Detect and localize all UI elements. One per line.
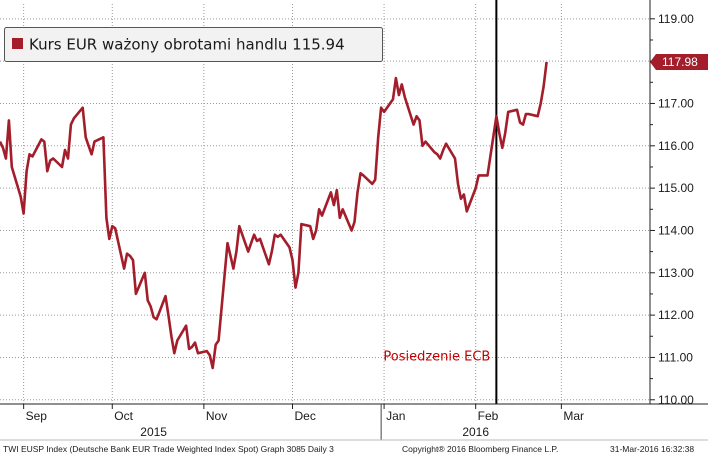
y-axis: 110.00 111.00 112.00 113.00 114.00 115.00 116.… (649, 0, 708, 407)
y-tick-label: 110.00 (658, 393, 694, 407)
y-tick-label: 115.00 (658, 181, 694, 195)
y-tick-label: 119.00 (658, 12, 694, 26)
x-tick-label: Nov (206, 409, 227, 423)
legend-swatch (12, 38, 23, 49)
y-tick-label: 117.00 (658, 96, 694, 110)
y-tick-label: 111.00 (658, 350, 693, 364)
y-tick-label: 112.00 (658, 308, 694, 322)
legend-box (4, 27, 383, 62)
annotation-ecb: Posiedzenie ECB (383, 349, 490, 364)
last-value-label: 117.98 (662, 55, 698, 69)
last-value-badge (650, 53, 708, 70)
x-tick-label: Mar (563, 409, 584, 423)
y-tick-label: 113.00 (658, 266, 694, 280)
footer: TWI EUSP Index (Deutsche Bank EUR Trade … (3, 444, 694, 454)
series-line (0, 61, 548, 370)
series-group (0, 61, 548, 370)
legend-label: Kurs EUR ważony obrotami handlu 115.94 (29, 36, 345, 54)
y-tick-label: 116.00 (658, 139, 694, 153)
y-tick-label: 114.00 (658, 223, 694, 237)
year-label: 2015 (140, 425, 167, 439)
x-axis: Sep Oct Nov Dec Jan Feb Mar 2015 2016 (0, 403, 708, 441)
legend: Kurs EUR ważony obrotami handlu 115.94 (4, 27, 383, 62)
x-tick-label: Dec (295, 409, 316, 423)
x-tick-label: Oct (114, 409, 133, 423)
footer-source: TWI EUSP Index (Deutsche Bank EUR Trade … (3, 444, 334, 454)
x-tick-label: Jan (386, 409, 405, 423)
annotations: Posiedzenie ECB (383, 349, 490, 364)
x-tick-label: Sep (26, 409, 48, 423)
grid-lines (0, 4, 650, 404)
x-tick-label: Feb (478, 409, 499, 423)
year-label: 2016 (462, 425, 489, 439)
footer-timestamp: 31-Mar-2016 16:32:38 (610, 444, 694, 454)
footer-copyright: Copyright® 2016 Bloomberg Finance L.P. (402, 444, 558, 454)
